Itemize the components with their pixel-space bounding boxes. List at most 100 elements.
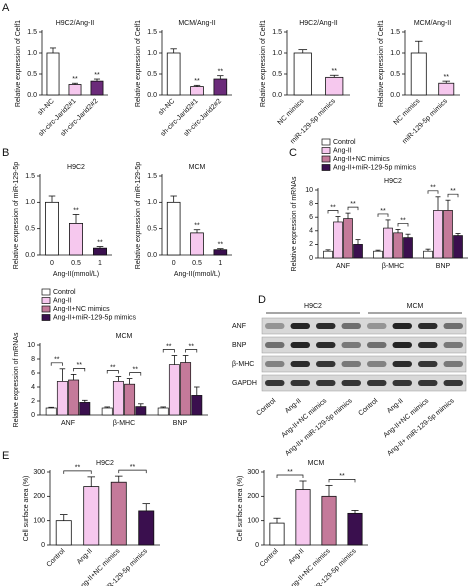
blot-band	[367, 342, 387, 348]
sig-label: **	[75, 465, 81, 472]
panel-label: D	[258, 294, 266, 306]
sig-bracket	[347, 206, 359, 211]
x-tick-label: BNP	[173, 420, 188, 427]
blot-band	[290, 361, 310, 367]
bar	[69, 222, 84, 256]
legend-label: Control	[53, 289, 76, 296]
sig-bracket	[447, 193, 459, 198]
y-tick-label: 6	[31, 370, 35, 377]
bar	[325, 76, 344, 96]
bar	[383, 227, 393, 259]
y-tick-label: 4	[31, 384, 35, 391]
chart-title: H9C2	[67, 164, 85, 171]
sig-bracket	[185, 349, 198, 353]
bar	[403, 237, 413, 259]
blot-band	[265, 361, 285, 367]
blot-band	[316, 323, 336, 329]
chart-title: MCM/Ang-II	[414, 20, 451, 27]
blot-band	[341, 361, 361, 367]
sig-label: **	[332, 68, 338, 75]
bar	[323, 250, 333, 259]
chart-title: MCM	[116, 333, 133, 340]
bar	[68, 84, 82, 96]
y-tick-label: 0.0	[27, 92, 37, 99]
blot-lane-label: Ang-II	[284, 398, 303, 415]
y-tick-label: 1.5	[147, 29, 157, 36]
sig-label: **	[97, 239, 103, 246]
bar	[79, 402, 91, 416]
y-tick-label: 1.5	[272, 29, 282, 36]
blot-band	[367, 361, 387, 367]
x-tick-label: sh-NC	[157, 98, 176, 117]
bar	[213, 249, 228, 256]
y-axis-label: Cell surface area (%)	[23, 476, 30, 542]
bar	[110, 481, 127, 546]
bar	[45, 201, 60, 256]
bar	[124, 383, 136, 416]
legend-label: Ang-II+NC mimics	[53, 306, 110, 313]
x-tick-label: β-MHC	[113, 420, 135, 427]
blot-band	[265, 342, 285, 348]
y-tick-label: 8	[309, 200, 313, 207]
x-tick-label: 1	[98, 260, 102, 267]
y-tick-label: 0.5	[147, 226, 157, 233]
sig-label: **	[110, 364, 116, 371]
bar	[295, 489, 311, 546]
blot-band	[392, 361, 412, 367]
y-tick-label: 100	[247, 518, 259, 525]
blot-band	[418, 361, 438, 367]
blot-band	[443, 323, 463, 329]
bar	[90, 80, 104, 96]
y-axis-label: Relative expression of miR-129-5p	[135, 162, 142, 269]
y-tick-label: 0	[255, 542, 259, 549]
bar	[333, 221, 343, 259]
y-tick-label: 0.0	[25, 252, 35, 259]
blot-band	[418, 380, 438, 386]
bar	[453, 235, 463, 259]
sig-label: **	[54, 357, 60, 364]
sig-bracket	[327, 210, 339, 214]
panel-label: A	[2, 2, 10, 14]
y-tick-label: 0.0	[147, 92, 157, 99]
blot-band	[367, 380, 387, 386]
y-tick-label: 2	[31, 398, 35, 405]
blot-band	[392, 342, 412, 348]
legend-label: Ang-II+miR-129-5p mimics	[333, 164, 417, 171]
bar	[46, 52, 60, 96]
bar	[166, 52, 181, 96]
sig-label: **	[132, 366, 138, 373]
x-tick-label: ANF	[336, 263, 350, 270]
y-tick-label: 1.0	[272, 50, 282, 57]
sig-label: **	[76, 362, 82, 369]
bar	[135, 406, 147, 416]
y-tick-label: 0	[31, 412, 35, 419]
y-tick-label: 1.5	[390, 29, 400, 36]
blot-band	[265, 380, 285, 386]
y-tick-label: 0	[41, 542, 45, 549]
sig-label: **	[330, 204, 336, 211]
sig-label: **	[339, 473, 345, 480]
bar	[321, 495, 337, 546]
blot-band	[290, 380, 310, 386]
blot-band	[418, 323, 438, 329]
bar	[353, 244, 363, 259]
sig-bracket	[118, 469, 147, 474]
y-tick-label: 0.5	[272, 71, 282, 78]
sig-bracket	[397, 223, 409, 227]
bar	[443, 210, 453, 259]
sig-bracket	[63, 470, 92, 474]
blot-lane-label: Ang-II+NC mimics	[382, 397, 430, 439]
bar	[138, 510, 155, 546]
y-tick-label: 200	[33, 493, 45, 500]
blot-band	[316, 342, 336, 348]
bar	[55, 520, 72, 546]
bar	[423, 250, 433, 259]
bar	[433, 210, 443, 259]
bar	[112, 381, 124, 416]
y-axis-label: Relative expression of mRNAs	[291, 176, 298, 271]
x-tick-label: 0.5	[71, 260, 81, 267]
sig-label: **	[73, 207, 79, 214]
bar	[393, 232, 403, 259]
y-tick-label: 1.5	[25, 173, 35, 180]
x-tick-label: 1	[218, 260, 222, 267]
